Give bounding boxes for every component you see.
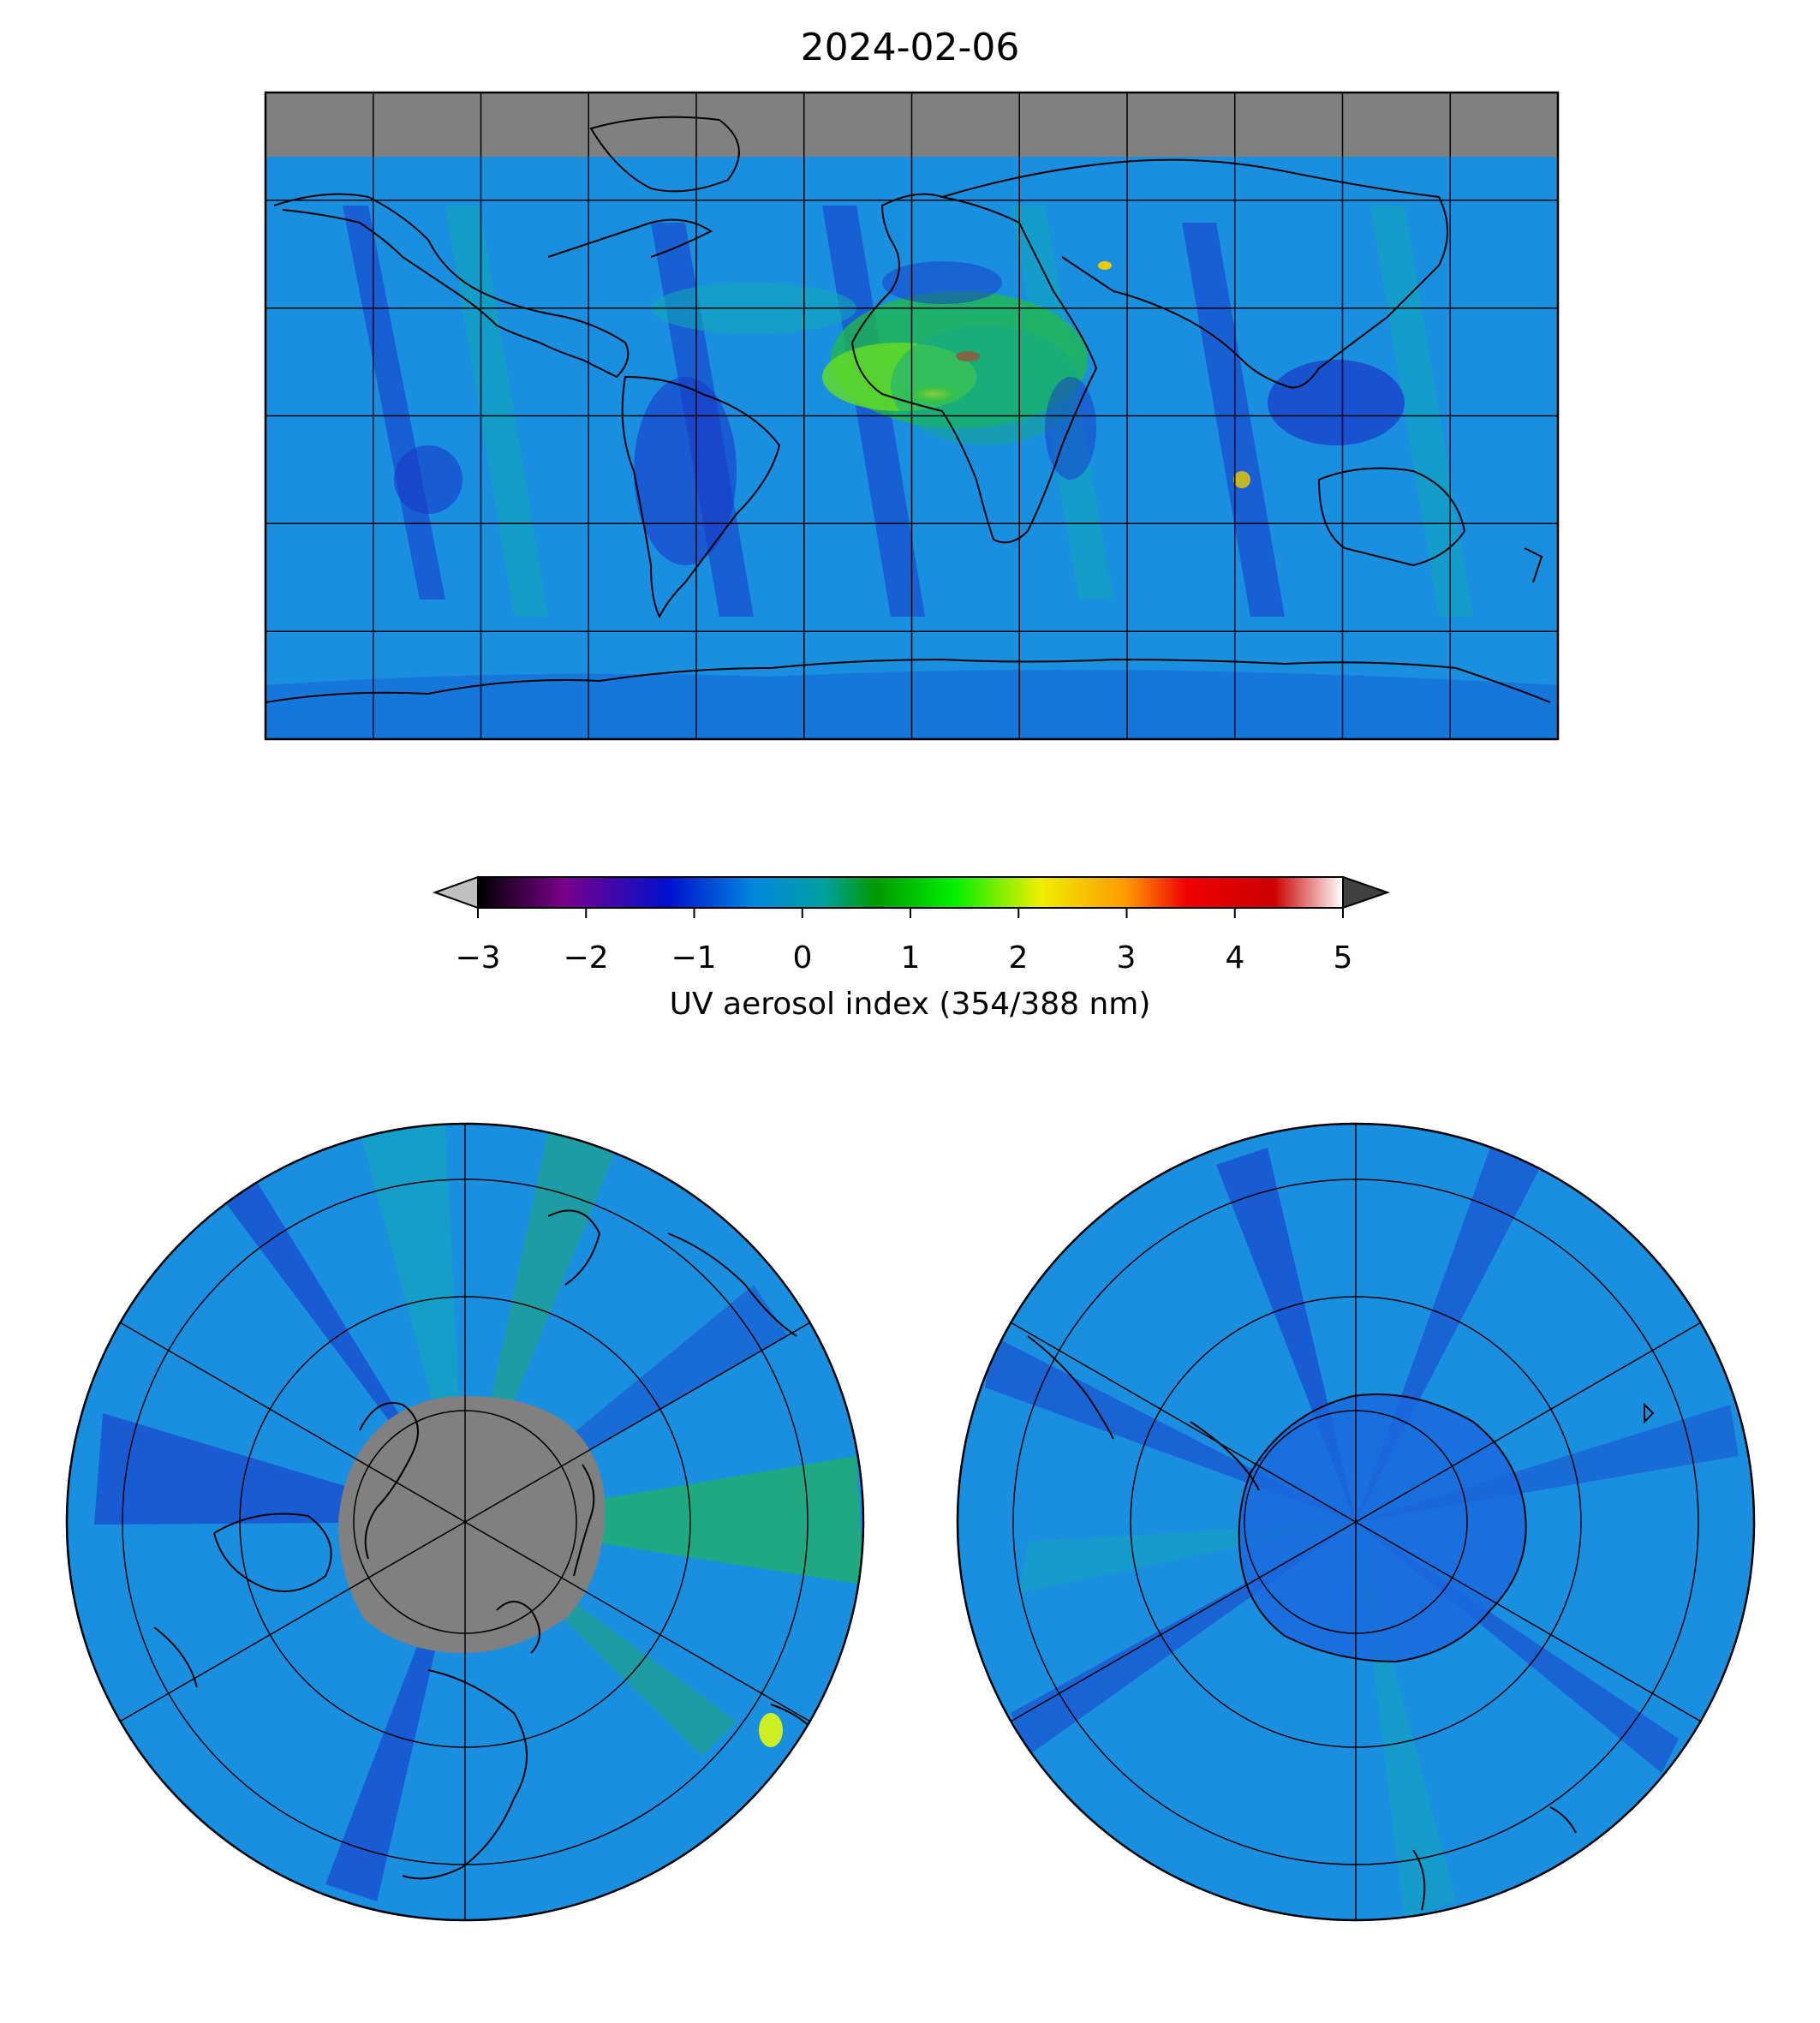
colorbar-tick-label: 0 <box>792 940 813 976</box>
colorbar-tick-label: 5 <box>1333 940 1353 976</box>
colorbar-tick-marks <box>477 908 1344 918</box>
north-polar-map <box>65 1122 865 1922</box>
colorbar-tick-label: 3 <box>1116 940 1137 976</box>
sp-antarctica-fill <box>1238 1394 1526 1662</box>
figure-title: 2024-02-06 <box>800 26 1020 69</box>
colorbar-tick-label: −3 <box>455 940 501 976</box>
colorbar-tick-label: −1 <box>671 940 717 976</box>
global-map <box>264 91 1560 741</box>
global-gridlines <box>266 92 1558 739</box>
sp-graticule <box>1010 1124 1702 1920</box>
colorbar-label: UV aerosol index (354/388 nm) <box>669 987 1151 1022</box>
colorbar-under-extension <box>433 875 479 910</box>
np-missing-data-cap <box>338 1396 606 1653</box>
aerosol-regions <box>394 261 1405 565</box>
np-graticule <box>119 1124 811 1920</box>
south-polar-map <box>956 1122 1756 1922</box>
global-map-frame <box>264 91 1560 741</box>
colorbar <box>433 875 1391 918</box>
coastlines <box>266 116 1551 703</box>
np-map-frame <box>65 1122 865 1922</box>
colorbar-gradient <box>477 876 1344 909</box>
np-coastlines <box>153 1209 815 1880</box>
colorbar-tick-label: 1 <box>900 940 921 976</box>
colorbar-tick-label: 2 <box>1008 940 1029 976</box>
sp-coastlines <box>1027 1335 1655 1911</box>
sp-map-frame <box>956 1122 1756 1922</box>
colorbar-over-extension <box>1342 875 1391 910</box>
colorbar-tick-label: −2 <box>563 940 609 976</box>
colorbar-tick-label: 4 <box>1225 940 1245 976</box>
